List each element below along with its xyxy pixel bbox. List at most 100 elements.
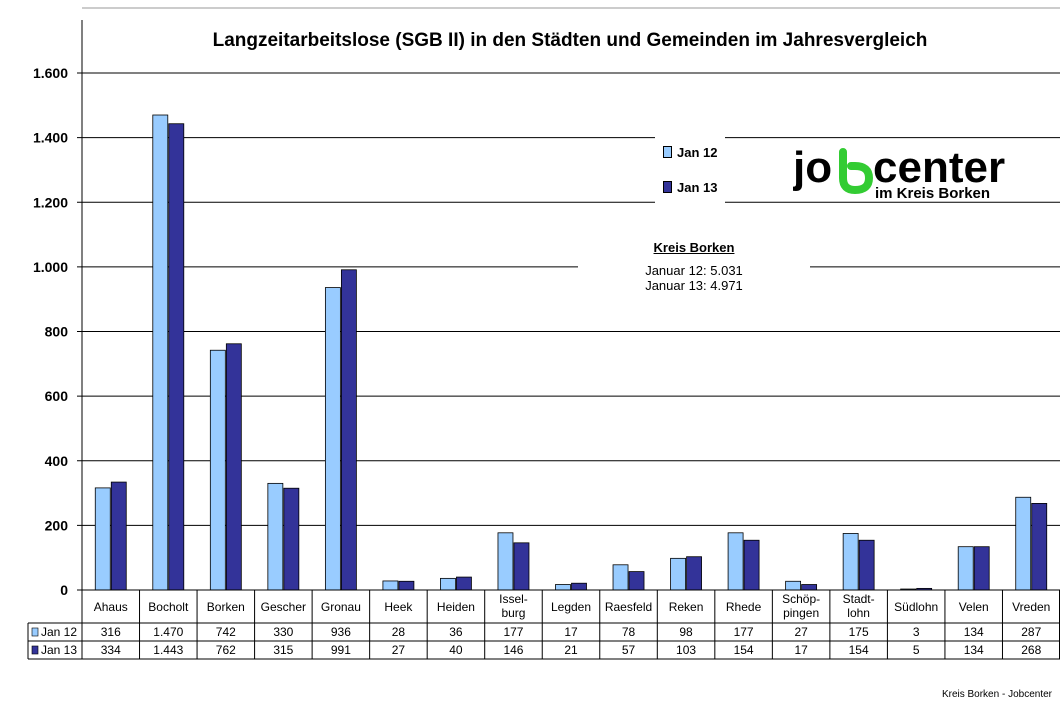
bar-jan13 [628,571,645,591]
data-label: 762 [216,643,236,657]
logo-subtitle: im Kreis Borken [875,185,990,202]
y-tick-label: 1.600 [33,65,68,81]
bar-jan12 [1015,496,1032,591]
x-category-label: Heiden [437,600,475,614]
logo-graphic: jo center im Kreis Borken [793,148,1005,202]
data-label: 5 [913,643,920,657]
x-category-label: Stadt- [843,592,875,606]
bar-jan12 [324,287,341,591]
bar-jan13 [110,481,127,591]
bar-jan12 [555,584,571,591]
bar-jan13 [858,539,875,591]
data-label: 315 [273,643,293,657]
kreis-heading: Kreis Borken [653,240,735,255]
table-legend-swatch [31,627,39,637]
data-label: 287 [1021,625,1041,639]
legend-item-jan13: Jan 13 [663,180,717,195]
x-category-label: Gescher [261,600,306,614]
y-tick-label: 800 [45,324,69,340]
kreis-summary: Kreis Borken Januar 12: 5.031 Januar 13:… [578,240,810,302]
bar-jan12 [727,532,744,591]
bar-jan13 [973,546,990,591]
footer-credit: Kreis Borken - Jobcenter [941,689,1052,700]
data-label: 177 [734,625,754,639]
data-label: 134 [964,643,984,657]
jobcenter-logo: jo center im Kreis Borken [793,148,1028,203]
data-label: 154 [734,643,754,657]
bar-jan12 [670,557,686,591]
bar-jan12 [785,580,802,591]
data-label: 134 [964,625,984,639]
x-category-label: pingen [783,606,819,620]
bar-jan12 [957,546,974,591]
legend-item-jan12: Jan 12 [663,145,717,160]
bar-jan13 [340,269,357,591]
y-tick-label: 1.000 [33,259,68,275]
svg-text:center: center [873,148,1005,192]
y-tick-label: 200 [45,517,69,533]
data-label: 991 [331,643,351,657]
bar-jan12 [267,482,284,591]
data-label: 175 [849,625,869,639]
kreis-line-2: Januar 13: 4.971 [645,278,743,293]
bar-jan13 [571,582,587,591]
data-label: 78 [622,625,636,639]
bar-jan13 [398,580,415,591]
bar-jan12 [152,114,169,591]
data-label: 268 [1021,643,1041,657]
x-category-label: Bocholt [148,600,189,614]
table-series-label: Jan 13 [41,643,77,657]
bar-jan13 [686,556,702,591]
table-legend-swatch [31,645,39,655]
legend-label-jan13: Jan 13 [677,180,718,195]
legend: Jan 12 Jan 13 [655,135,725,205]
data-label: 103 [676,643,696,657]
svg-text:jo: jo [793,148,832,192]
kreis-line-1: Januar 12: 5.031 [645,263,743,278]
data-label: 40 [449,643,463,657]
x-category-label: burg [501,606,525,620]
x-category-label: lohn [847,606,870,620]
y-tick-label: 400 [45,453,69,469]
y-tick-label: 0 [60,582,68,598]
legend-label-jan12: Jan 12 [677,145,718,160]
data-label: 1.443 [153,643,183,657]
data-label: 98 [679,625,693,639]
y-tick-label: 1.200 [33,194,68,210]
data-label: 936 [331,625,351,639]
bar-jan12 [209,349,226,591]
bar-jan12 [94,487,111,591]
x-category-label: Legden [551,600,591,614]
table-series-label: Jan 12 [41,625,77,639]
data-label: 17 [564,625,578,639]
x-category-label: Borken [207,600,245,614]
data-label: 177 [503,625,523,639]
data-label: 146 [503,643,523,657]
x-category-label: Rhede [726,600,762,614]
data-label: 316 [101,625,121,639]
x-category-label: Heek [384,600,413,614]
legend-swatch-jan12 [663,146,672,158]
bar-jan13 [743,539,760,591]
data-label: 334 [101,643,121,657]
x-category-label: Gronau [321,600,361,614]
bar-jan13 [1031,503,1048,591]
x-category-label: Schöp- [782,592,820,606]
data-label: 330 [273,625,293,639]
y-tick-label: 1.400 [33,130,68,146]
data-label: 27 [392,643,406,657]
data-label: 57 [622,643,636,657]
x-category-label: Reken [669,600,704,614]
x-category-label: Südlohn [894,600,938,614]
bar-jan12 [382,580,399,591]
x-category-label: Ahaus [94,600,128,614]
data-label: 17 [794,643,808,657]
bar-jan12 [440,577,456,591]
x-category-label: Vreden [1012,600,1050,614]
data-label: 3 [913,625,920,639]
data-label: 21 [564,643,578,657]
x-category-label: Issel- [499,592,528,606]
bar-jan13 [801,584,818,591]
bar-jan13 [225,343,242,591]
